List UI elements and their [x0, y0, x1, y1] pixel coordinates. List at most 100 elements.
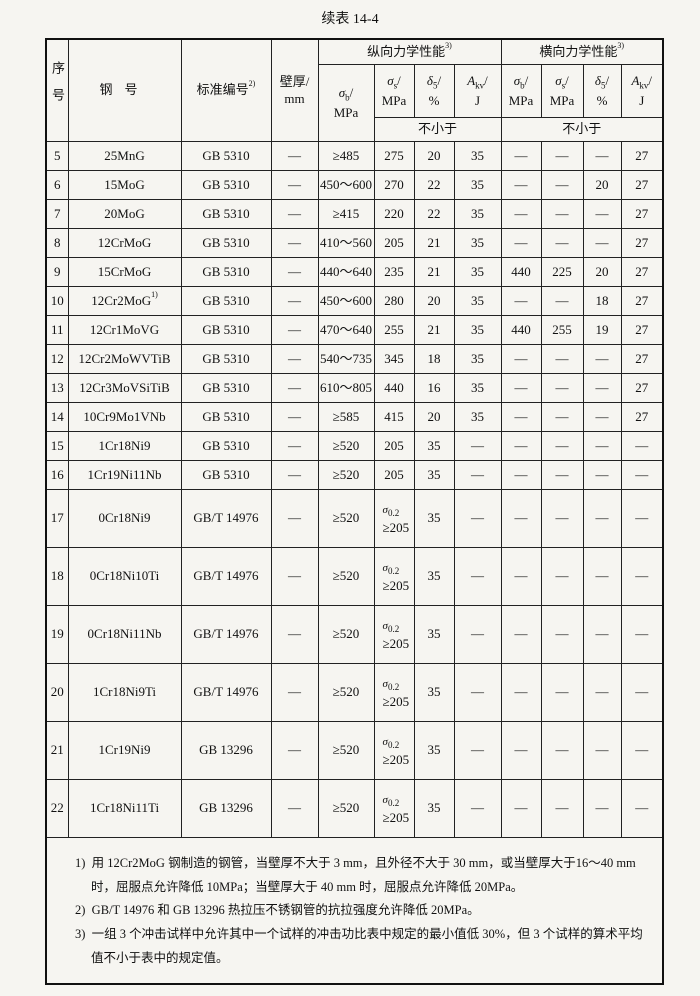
cell-text: 8	[54, 234, 61, 250]
cell-text: 11	[50, 321, 64, 337]
table-cell: —	[540, 720, 584, 780]
table-cell: 440	[373, 372, 415, 403]
table-cell: —	[270, 430, 319, 461]
cell-text: GB/T 14976	[193, 684, 259, 700]
table-cell: —	[582, 401, 622, 432]
table-cell: —	[540, 372, 584, 403]
table-cell: —	[582, 546, 622, 606]
header-cell: 序号	[45, 38, 69, 142]
table-row: 11 12Cr1MoVG GB 5310 — 470～640 255 21 35 440 255 1…	[45, 314, 664, 345]
table-cell: 35	[453, 401, 502, 432]
footnote-number: 2)	[75, 903, 86, 918]
cell-text: —	[514, 234, 528, 250]
table-cell: 440～640	[317, 256, 375, 287]
cell-text: —	[288, 800, 301, 816]
table-cell: —	[582, 488, 622, 548]
cell-text: —	[288, 466, 301, 482]
cell-text: GB 5310	[202, 437, 250, 453]
table-cell: —	[582, 662, 622, 722]
table-cell: 35	[413, 488, 455, 548]
cell-text: 27	[635, 321, 649, 337]
cell-text: 1Cr19Ni9	[98, 742, 151, 758]
header-cell: δ5/%	[582, 63, 622, 118]
cell-text: 35	[427, 684, 441, 700]
subscript: 0.2	[387, 623, 400, 634]
table-cell: 1Cr19Ni9	[67, 720, 182, 780]
table-cell: 10Cr9Mo1VNb	[67, 401, 182, 432]
table-cell: —	[270, 285, 319, 316]
table-row: 12 12Cr2MoWVTiB GB 5310 — 540～735 345 18 35 — — — 2…	[45, 343, 664, 374]
table-cell: 20	[413, 285, 455, 316]
table-cell: —	[500, 778, 542, 838]
cell-text: 345	[384, 350, 404, 366]
cell-text: —	[595, 800, 609, 816]
table-cell: 440	[500, 256, 542, 287]
cell-text: —	[595, 510, 609, 526]
header-text: 钢号	[99, 82, 150, 98]
cell-text: —	[288, 408, 301, 424]
table-cell: —	[540, 140, 584, 171]
table-cell: 11	[45, 314, 69, 345]
cell-text: 220	[384, 205, 404, 221]
cell-text: —	[288, 568, 301, 584]
cell-text: 0Cr18Ni10Ti	[89, 568, 160, 584]
header-cell: Akv/J	[620, 63, 664, 118]
table-row: 13 12Cr3MoVSiTiB GB 5310 — 610～805 440 16 35 — — —…	[45, 372, 664, 403]
table-cell: 415	[373, 401, 415, 432]
cell-text: —	[595, 205, 609, 221]
cell-text: —	[288, 321, 301, 337]
table-cell: σ0.2 ≥205	[373, 488, 415, 548]
table-cell: 255	[540, 314, 584, 345]
cell-text: GB 13296	[199, 800, 253, 816]
cell-text: GB 13296	[199, 742, 253, 758]
cell-text: —	[471, 626, 484, 642]
cell-text: ≥520	[332, 568, 360, 584]
table-cell: GB 5310	[180, 430, 272, 461]
table-cell: 345	[373, 343, 415, 374]
table-cell: 440	[500, 314, 542, 345]
table-cell: —	[270, 372, 319, 403]
cell-text: 1Cr18Ni9	[98, 437, 151, 453]
cell-text: 横向力学性能	[539, 43, 618, 59]
symbol: σ	[382, 677, 388, 690]
property-table: 序号 钢号 标准编号2) 壁厚/mm 纵向力学性能3) 横向力学性能3) σb/MPa σs/…	[45, 38, 664, 985]
table-row: 16 1Cr19Ni11Nb GB 5310 — ≥520 205 35 — — — — —	[45, 459, 664, 490]
cell-text: 15MoG	[104, 176, 145, 192]
table-cell: 225	[540, 256, 584, 287]
cell-text: GB 5310	[202, 321, 250, 337]
table-cell: ≥520	[317, 546, 375, 606]
cell-text: 255	[384, 321, 404, 337]
cell-text: —	[555, 626, 569, 642]
cell-text: GB 5310	[202, 176, 250, 192]
cell-text: GB 5310	[202, 205, 250, 221]
cell-text: —	[595, 684, 609, 700]
table-cell: 35	[453, 343, 502, 374]
header-cell: σs/ MPa	[373, 63, 415, 118]
cell-text: 25MnG	[104, 147, 145, 163]
cell-text: —	[514, 437, 528, 453]
header-cell: 标准编号2)	[180, 38, 272, 142]
cell-text: —	[288, 205, 301, 221]
cell-text: 0Cr18Ni9	[98, 510, 151, 526]
cell-text: —	[471, 742, 484, 758]
table-cell: —	[270, 227, 319, 258]
table-cell: ≥415	[317, 198, 375, 229]
table-cell: GB 5310	[180, 140, 272, 171]
cell-text: —	[288, 147, 301, 163]
table-cell: ≥485	[317, 140, 375, 171]
table-cell: ≥520	[317, 459, 375, 490]
header-cell: 不小于	[373, 116, 502, 142]
cell-text: —	[288, 379, 301, 395]
unit: MPa	[333, 104, 359, 120]
cell-text: —	[635, 626, 649, 642]
table-cell: GB 5310	[180, 169, 272, 200]
symbol-label: σ0.2	[383, 736, 400, 750]
symbol-label: σ0.2	[383, 562, 400, 576]
slash: /	[524, 72, 529, 88]
table-cell: —	[270, 662, 319, 722]
cell-text: 6	[54, 176, 61, 192]
cell-text: —	[555, 205, 569, 221]
table-cell: σ0.2 ≥205	[373, 662, 415, 722]
table-cell: —	[270, 401, 319, 432]
cell-text: 35	[471, 321, 484, 337]
